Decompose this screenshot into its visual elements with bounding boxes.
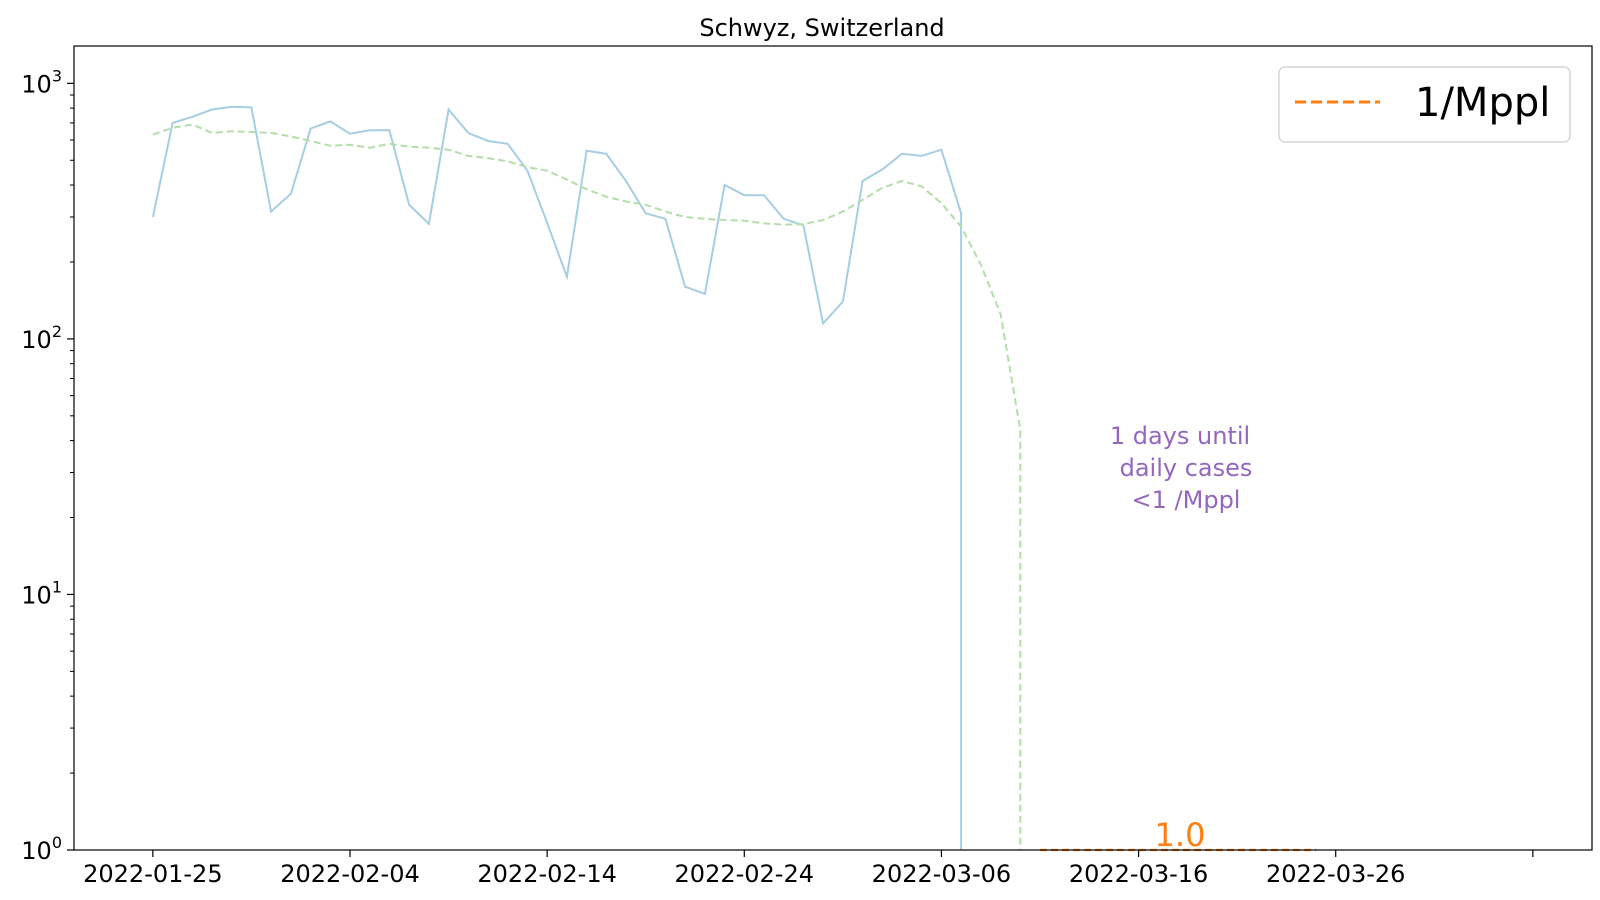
y-tick-exponent: 2 [52, 322, 62, 341]
y-tick-label: 103 [21, 66, 62, 98]
x-tick-label: 2022-02-24 [675, 860, 814, 888]
x-tick-label: 2022-03-16 [1069, 860, 1208, 888]
days-until-annotation: 1 days until daily cases <1 /Mppl [1110, 422, 1253, 514]
legend-label-1mppl: 1/Mppl [1415, 80, 1550, 126]
annotation-line: <1 /Mppl [1132, 486, 1241, 514]
legend-box [1278, 66, 1571, 143]
x-tick-label: 2022-03-26 [1266, 860, 1405, 888]
y-tick-exponent: 1 [52, 577, 62, 596]
legend: 1/Mppl [1278, 66, 1571, 143]
y-tick-label: 101 [21, 577, 62, 609]
chart-title: Schwyz, Switzerland [699, 14, 944, 42]
y-tick-exponent: 0 [52, 833, 62, 852]
y-tick-label: 100 [21, 833, 62, 865]
y-tick-label: 102 [21, 322, 62, 354]
threshold-value-label: 1.0 [1155, 816, 1206, 854]
x-tick-label: 2022-02-04 [280, 860, 419, 888]
annotation-line: 1 days until [1110, 422, 1250, 450]
series-line-daily [151, 105, 963, 850]
plot-frame [73, 45, 1593, 851]
x-tick-label: 2022-02-14 [477, 860, 616, 888]
x-tick-label: 2022-03-06 [872, 860, 1011, 888]
x-axis: 2022-01-25 2022-02-04 2022-02-14 2022-02-24… [83, 850, 1534, 888]
annotation-line: daily cases [1120, 454, 1253, 482]
annotations: 1 days until daily cases <1 /Mppl 1.0 [1110, 422, 1253, 854]
y-tick-exponent: 3 [52, 66, 62, 85]
x-tick-label: 2022-01-25 [83, 860, 222, 888]
series-line-smoothed [152, 123, 1022, 850]
